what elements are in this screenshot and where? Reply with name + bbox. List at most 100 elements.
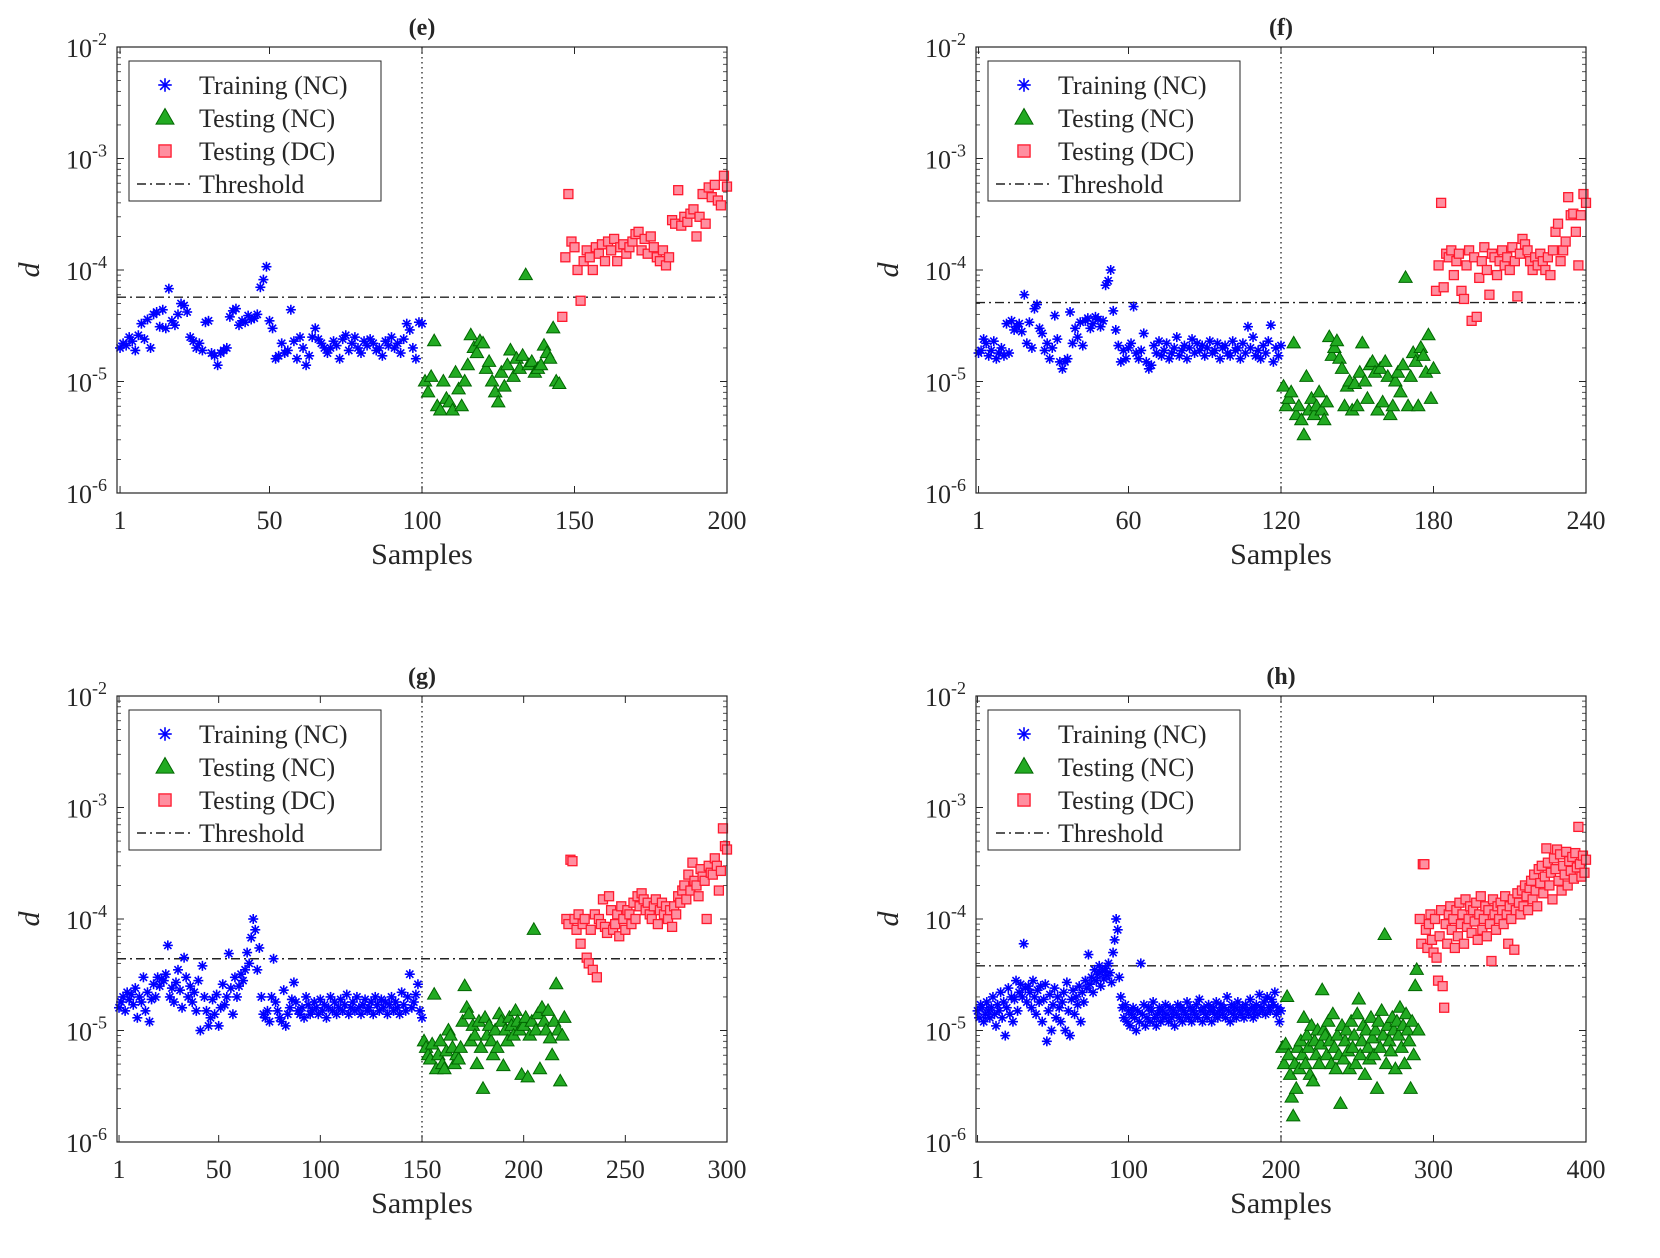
data-point	[212, 360, 223, 371]
data-point	[1109, 934, 1120, 945]
star-stroke	[1088, 988, 1098, 997]
star-stroke	[409, 997, 419, 1007]
data-point	[709, 179, 720, 191]
star-stroke	[976, 346, 986, 355]
star-stroke	[311, 324, 320, 333]
data-point	[1375, 1027, 1391, 1041]
star-stroke	[1133, 1006, 1142, 1016]
star-stroke	[1078, 341, 1087, 350]
data-point	[1490, 924, 1502, 935]
legend-marker	[155, 756, 175, 774]
data-point	[1547, 245, 1559, 256]
data-point	[130, 983, 141, 994]
data-point	[524, 1013, 540, 1027]
data-point	[1364, 1030, 1381, 1044]
data-point	[189, 987, 200, 998]
data-point	[508, 1002, 524, 1016]
data-point	[258, 274, 269, 285]
data-point	[575, 295, 586, 306]
star-stroke	[1098, 316, 1108, 326]
data-point	[700, 218, 711, 229]
data-point	[398, 334, 409, 345]
star-stroke	[1084, 950, 1093, 959]
star-stroke	[988, 992, 998, 1002]
data-point	[410, 353, 421, 364]
y-tick-exponent: -4	[92, 901, 107, 921]
star-stroke	[213, 361, 222, 370]
data-point	[545, 320, 561, 334]
star-stroke	[336, 995, 345, 1004]
star-stroke	[1076, 318, 1085, 327]
data-point	[1314, 982, 1330, 996]
data-point	[1328, 1061, 1344, 1075]
data-point	[230, 303, 241, 314]
star-stroke	[1222, 992, 1232, 1002]
data-point	[467, 1027, 483, 1041]
data-point	[1300, 1039, 1316, 1053]
star-stroke	[141, 1006, 150, 1016]
data-point	[160, 323, 171, 334]
data-point	[219, 999, 230, 1010]
data-point	[276, 338, 287, 349]
legend-label: Threshold	[199, 819, 304, 848]
star-stroke	[279, 986, 288, 995]
data-point	[1382, 407, 1398, 421]
x-tick-label: 300	[708, 1155, 747, 1184]
data-point	[139, 334, 150, 345]
data-point	[160, 969, 171, 980]
data-point	[1078, 997, 1089, 1008]
star-stroke	[411, 990, 421, 999]
star-stroke	[186, 981, 195, 991]
star-stroke	[1180, 341, 1189, 350]
data-point	[291, 353, 302, 364]
data-point	[404, 324, 415, 335]
star-stroke	[1073, 332, 1082, 342]
legend: Training (NC) Testing (NC) Testing (DC) Thr…	[987, 60, 1241, 202]
y-tick-exponent: -5	[951, 364, 966, 384]
data-point	[1084, 979, 1095, 990]
star-stroke	[317, 339, 326, 348]
x-tick-label: 200	[1262, 1155, 1301, 1184]
data-point	[996, 342, 1007, 353]
chart-title: (g)	[408, 664, 436, 690]
data-point	[988, 336, 999, 347]
legend-label: Threshold	[199, 170, 304, 199]
star-stroke	[408, 343, 418, 353]
data-point	[1431, 952, 1442, 963]
data-point	[1281, 1047, 1297, 1061]
star-stroke	[218, 980, 227, 989]
data-point	[603, 891, 615, 902]
data-point	[334, 353, 345, 364]
star-stroke	[277, 1017, 286, 1026]
data-point	[587, 264, 598, 276]
star-stroke	[196, 1026, 205, 1035]
data-point	[1325, 1006, 1341, 1020]
data-point	[1409, 961, 1425, 975]
data-point	[1380, 368, 1396, 382]
data-point	[575, 938, 586, 949]
data-point	[1103, 958, 1114, 969]
legend-label: Testing (NC)	[1058, 753, 1194, 782]
data-point	[1148, 997, 1159, 1008]
data-point	[221, 991, 232, 1002]
data-point	[304, 350, 315, 361]
data-point	[1106, 977, 1117, 988]
star-stroke	[994, 1006, 1004, 1016]
data-point	[1364, 353, 1381, 367]
data-point	[1278, 1036, 1294, 1050]
data-point	[1088, 987, 1099, 998]
star-stroke	[1129, 302, 1138, 311]
star-stroke	[1108, 948, 1118, 957]
star-stroke	[360, 995, 370, 1004]
data-point	[532, 1061, 548, 1075]
data-point	[451, 1051, 467, 1065]
star-stroke	[1152, 348, 1161, 358]
star-stroke	[127, 990, 136, 999]
series-testing-nc	[1276, 269, 1442, 441]
y-tick-exponent: -2	[951, 678, 966, 698]
x-tick-label: 1	[971, 1155, 984, 1184]
data-point	[1276, 1005, 1286, 1016]
data-point	[1154, 336, 1164, 347]
star-stroke	[232, 992, 242, 1002]
